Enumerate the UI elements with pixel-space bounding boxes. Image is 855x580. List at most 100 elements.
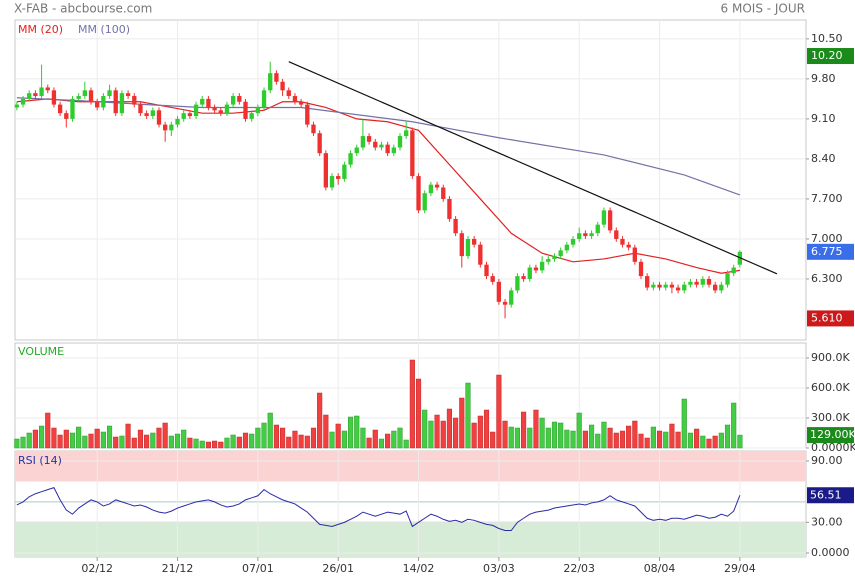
volume-bar [558, 422, 564, 449]
volume-bar [174, 433, 181, 449]
volume-bar [298, 434, 304, 449]
candle-body [193, 104, 199, 117]
volume-bar [119, 435, 125, 449]
candle-body [224, 104, 230, 114]
y-tick-label: 7.000 [811, 232, 843, 245]
oversold-band [15, 522, 806, 557]
candle-body [366, 136, 372, 142]
volume-bar [372, 429, 378, 449]
candle-body [595, 224, 600, 234]
volume-bar [14, 438, 20, 449]
volume-bar [409, 359, 415, 449]
volume-bar [706, 438, 712, 449]
x-tick-label: 21/12 [162, 562, 194, 575]
candle-body [51, 90, 57, 105]
y-tick-label: 600.0K [811, 381, 850, 394]
candle-body [163, 124, 168, 131]
candle-body [527, 267, 532, 279]
volume-bar [230, 434, 236, 449]
last-label: 129.00K [810, 428, 855, 441]
price-label: 6.775 [811, 245, 843, 258]
price-label-box [807, 310, 854, 327]
volume-bar [51, 427, 57, 449]
candle-body [577, 233, 582, 239]
y-tick-label: 0.0000 [811, 546, 850, 559]
candle-body [88, 90, 94, 102]
candle-body [57, 104, 63, 114]
volume-bar [440, 420, 446, 449]
volume-bar [106, 425, 113, 449]
candle-body [453, 218, 458, 234]
candle-body [206, 98, 211, 108]
volume-bar [700, 435, 706, 449]
volume-bar [650, 426, 656, 449]
volume-bar [533, 409, 539, 449]
x-tick-label: 26/01 [322, 562, 354, 575]
volume-bar [496, 374, 502, 449]
volume-bar [564, 429, 570, 449]
volume-bar [218, 441, 224, 449]
candle-body [144, 113, 149, 117]
y-tick-label: 10.50 [811, 32, 843, 45]
candle-body [521, 276, 526, 279]
candle-body [719, 284, 724, 291]
candle-body [502, 301, 508, 305]
volume-bar [168, 435, 174, 449]
volume-bar [595, 433, 601, 449]
candle-body [342, 164, 347, 179]
candle-body [428, 184, 434, 194]
header-title: X-FAB - abcbourse.com [14, 2, 152, 16]
volume-bar [582, 430, 588, 449]
candle-body [471, 238, 477, 245]
y-tick-label: 30.00 [811, 515, 843, 528]
y-tick-label: 6.300 [811, 272, 843, 285]
candle-body [101, 96, 106, 108]
volume-bar [69, 432, 76, 449]
candle-body [465, 238, 471, 257]
volume-bar [292, 430, 298, 449]
candle-body [107, 90, 112, 97]
candle-body [95, 101, 100, 108]
candle-body [311, 124, 316, 134]
volume-bar [737, 434, 743, 449]
volume-bar [156, 427, 162, 449]
candle-body [39, 87, 44, 97]
candle-body [218, 110, 223, 114]
candle-body [583, 233, 588, 237]
candle-body [385, 144, 390, 154]
volume-bar [415, 378, 422, 449]
volume-bar [731, 402, 737, 449]
volume-bar [286, 436, 292, 449]
volume-bar [304, 435, 310, 449]
volume-bar [57, 434, 63, 449]
volume-bar [477, 415, 483, 449]
x-tick-label: 08/04 [644, 562, 676, 575]
x-tick-label: 02/12 [81, 562, 113, 575]
volume-bar [255, 427, 261, 449]
candle-body [614, 230, 619, 239]
volume-bar [422, 409, 428, 449]
volume-bar [187, 437, 193, 449]
candle-body [675, 287, 681, 291]
candle-body [570, 238, 576, 245]
volume-bar [32, 429, 38, 449]
volume-bar [712, 435, 718, 449]
candle-body [268, 73, 273, 91]
volume-bar [502, 420, 508, 449]
candle-body [255, 107, 261, 114]
volume-bar [242, 432, 249, 449]
candle-body [706, 278, 712, 285]
candle-body [305, 104, 310, 125]
candle-body [682, 284, 687, 291]
volume-bar [354, 415, 360, 449]
candle-body [274, 73, 279, 82]
volume-bar [26, 432, 32, 449]
candle-body [632, 247, 637, 262]
candle-body [379, 144, 384, 148]
candle-body [243, 101, 248, 119]
volume-bar [724, 424, 731, 449]
candle-body [181, 113, 186, 119]
candle-body [156, 110, 162, 125]
last-label-box [807, 427, 854, 444]
